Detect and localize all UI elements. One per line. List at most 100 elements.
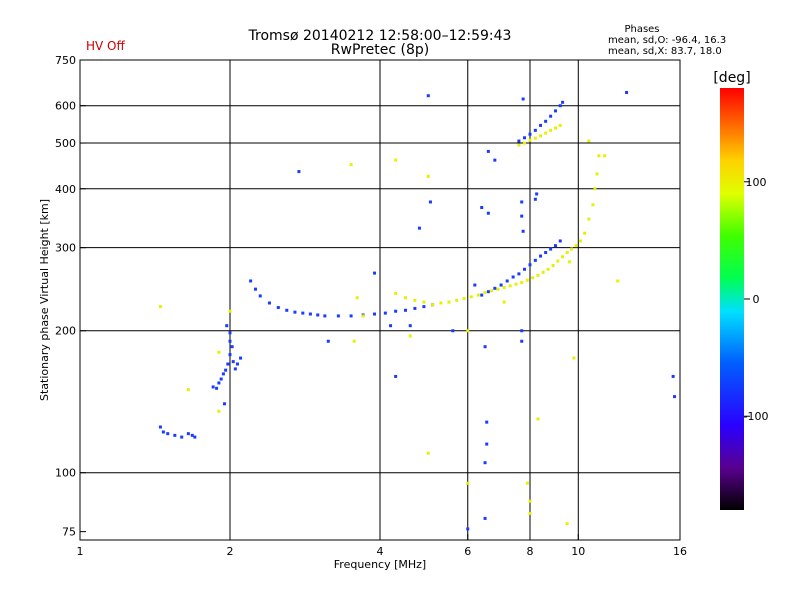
o-mode-point — [426, 94, 430, 98]
o-mode-point — [258, 294, 262, 298]
x-mode-point — [217, 409, 221, 413]
y-tick-label: 750 — [55, 54, 76, 67]
o-mode-point — [221, 372, 225, 376]
o-mode-point — [523, 136, 527, 140]
x-tick-label: 8 — [527, 545, 534, 558]
o-mode-point — [186, 432, 190, 436]
data-points — [158, 90, 677, 531]
o-mode-point — [480, 206, 484, 210]
o-mode-point — [394, 374, 398, 378]
x-mode-point — [422, 300, 426, 304]
x-mode-point — [567, 260, 571, 264]
x-mode-point — [394, 291, 398, 295]
x-mode-point — [490, 289, 494, 293]
o-mode-point — [336, 314, 340, 318]
o-mode-point — [483, 516, 487, 520]
o-mode-point — [173, 433, 177, 437]
x-tick-label: 16 — [673, 545, 687, 558]
o-mode-point — [521, 229, 525, 233]
colorbar-ticks: 100 0 -100 — [744, 176, 769, 423]
x-mode-point — [556, 259, 560, 263]
o-mode-point — [383, 311, 387, 315]
x-mode-point — [531, 276, 535, 280]
o-mode-point — [267, 301, 271, 305]
o-mode-point — [230, 345, 234, 349]
chart-subtitle: RwPretec (8p) — [331, 42, 429, 58]
o-mode-point — [549, 247, 553, 251]
y-tick-label: 75 — [62, 526, 76, 539]
o-mode-point — [211, 385, 215, 389]
x-mode-point — [466, 481, 470, 485]
o-mode-point — [323, 314, 327, 318]
colorbar-label: [deg] — [713, 70, 750, 86]
phases-x-stats: mean, sd,X: 83.7, 18.0 — [608, 46, 722, 57]
x-mode-point — [561, 255, 565, 259]
y-tick-label: 400 — [55, 183, 76, 196]
o-mode-point — [486, 290, 490, 294]
x-mode-point — [587, 139, 591, 143]
o-mode-point — [539, 123, 543, 127]
o-mode-point — [511, 275, 515, 279]
o-mode-point — [161, 430, 165, 434]
x-mode-point — [517, 143, 521, 147]
y-tick-label: 500 — [55, 137, 76, 150]
x-mode-point — [525, 481, 529, 485]
o-mode-point — [544, 119, 548, 123]
o-mode-point — [408, 324, 412, 328]
o-mode-point — [493, 158, 497, 162]
x-mode-point — [394, 158, 398, 162]
x-mode-point — [597, 154, 601, 158]
o-mode-point — [276, 306, 280, 310]
x-mode-point — [603, 154, 607, 158]
x-mode-point — [539, 134, 543, 138]
o-mode-point — [549, 114, 553, 118]
o-mode-point — [403, 308, 407, 312]
o-mode-point — [215, 386, 219, 390]
x-mode-point — [565, 251, 569, 255]
o-mode-point — [422, 305, 426, 309]
x-mode-point — [447, 300, 451, 304]
x-tick-label: 2 — [227, 545, 234, 558]
o-mode-point — [239, 356, 243, 360]
o-mode-point — [539, 254, 543, 258]
o-mode-point — [308, 312, 312, 316]
x-mode-point — [502, 286, 506, 290]
o-mode-point — [553, 109, 557, 113]
x-mode-point — [616, 279, 620, 283]
x-mode-point — [578, 239, 582, 243]
o-mode-point — [228, 331, 232, 335]
o-mode-point — [466, 527, 470, 531]
x-mode-point — [361, 314, 365, 318]
x-mode-point — [520, 281, 524, 285]
o-mode-point — [417, 226, 421, 230]
o-mode-point — [493, 286, 497, 290]
o-mode-point — [225, 324, 229, 328]
o-mode-point — [528, 263, 532, 267]
o-mode-point — [520, 339, 524, 343]
o-mode-point — [520, 214, 524, 218]
o-mode-point — [520, 200, 524, 204]
o-mode-point — [226, 362, 230, 366]
o-mode-point — [326, 339, 330, 343]
x-mode-point — [591, 203, 595, 207]
o-mode-point — [228, 339, 232, 343]
o-mode-point — [483, 345, 487, 349]
x-mode-point — [536, 417, 540, 421]
x-mode-point — [476, 293, 480, 297]
o-mode-point — [517, 272, 521, 276]
x-mode-point — [158, 305, 162, 309]
grid-lines — [80, 60, 680, 540]
o-mode-point — [558, 104, 562, 108]
o-mode-point — [293, 310, 297, 314]
x-mode-point — [595, 172, 599, 176]
x-mode-point — [186, 388, 190, 392]
o-mode-point — [451, 329, 455, 333]
colorbar — [720, 88, 744, 510]
x-mode-point — [593, 187, 597, 191]
y-tick-label: 300 — [55, 242, 76, 255]
x-mode-point — [355, 296, 359, 300]
o-mode-point — [520, 329, 524, 333]
o-mode-point — [485, 442, 489, 446]
colorbar-tick-label: -100 — [744, 410, 769, 423]
